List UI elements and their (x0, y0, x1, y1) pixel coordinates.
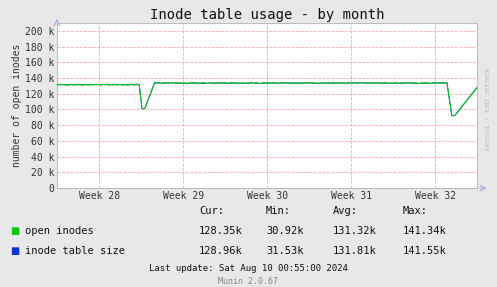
Text: Last update: Sat Aug 10 00:55:00 2024: Last update: Sat Aug 10 00:55:00 2024 (149, 264, 348, 273)
Y-axis label: number of open inodes: number of open inodes (12, 44, 22, 167)
Text: 141.55k: 141.55k (403, 246, 446, 256)
Text: open inodes: open inodes (25, 226, 93, 236)
Title: Inode table usage - by month: Inode table usage - by month (150, 8, 384, 22)
Text: 141.34k: 141.34k (403, 226, 446, 236)
Text: ■: ■ (10, 226, 19, 236)
Text: RRDTOOL / TOBI OETIKER: RRDTOOL / TOBI OETIKER (486, 68, 491, 150)
Text: 131.32k: 131.32k (333, 226, 377, 236)
Text: 131.81k: 131.81k (333, 246, 377, 256)
Text: 128.35k: 128.35k (199, 226, 243, 236)
Text: Cur:: Cur: (199, 206, 224, 216)
Text: Avg:: Avg: (333, 206, 358, 216)
Text: Max:: Max: (403, 206, 427, 216)
Text: inode table size: inode table size (25, 246, 125, 256)
Text: 30.92k: 30.92k (266, 226, 303, 236)
Text: Min:: Min: (266, 206, 291, 216)
Text: 31.53k: 31.53k (266, 246, 303, 256)
Text: ■: ■ (10, 246, 19, 256)
Text: Munin 2.0.67: Munin 2.0.67 (219, 277, 278, 286)
Text: 128.96k: 128.96k (199, 246, 243, 256)
